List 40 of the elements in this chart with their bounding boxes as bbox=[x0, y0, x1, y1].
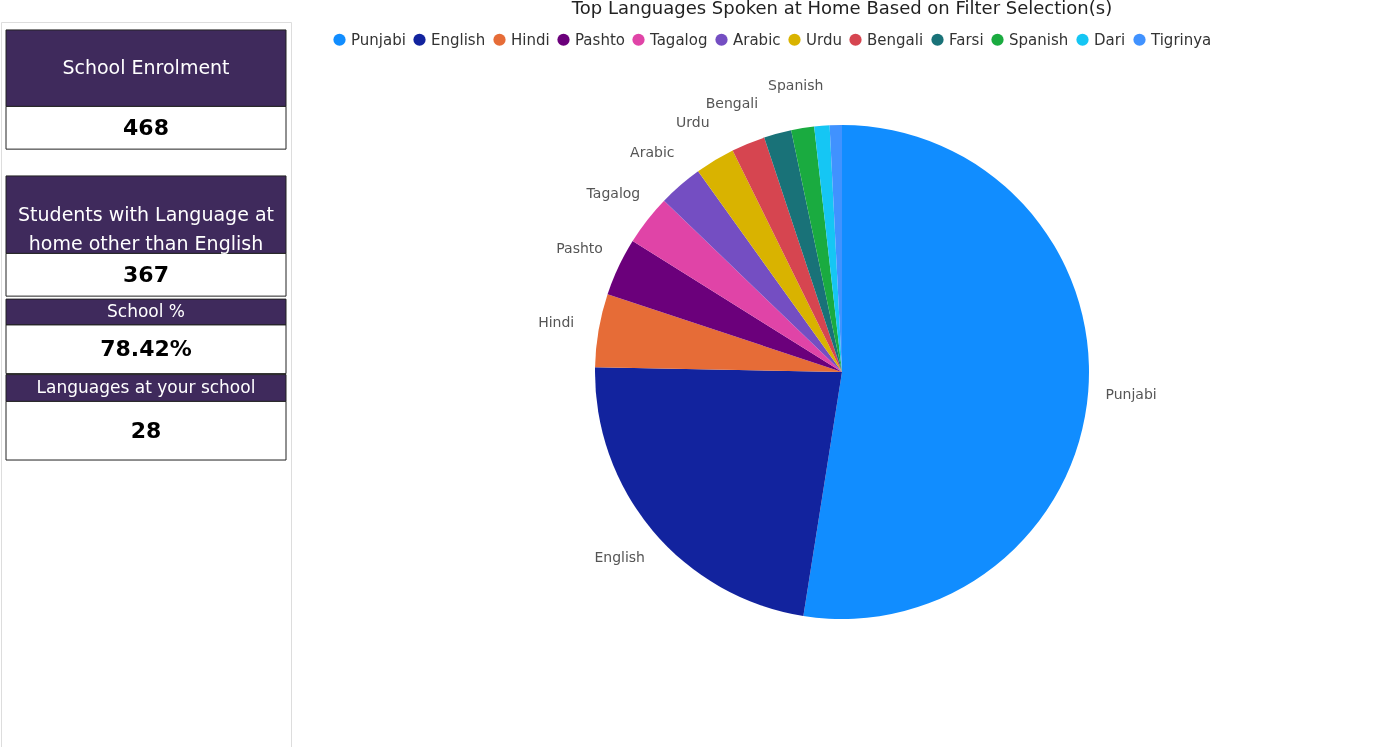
legend-label: Spanish bbox=[1009, 30, 1069, 49]
pie-slice bbox=[595, 367, 842, 616]
legend-label: Arabic bbox=[733, 30, 781, 49]
text: School Enrolment bbox=[62, 56, 230, 79]
text: 468 bbox=[123, 114, 169, 140]
slice-label: Spanish bbox=[768, 76, 824, 93]
text: Languages at your school bbox=[36, 377, 256, 398]
legend-label: Dari bbox=[1094, 30, 1126, 49]
legend-label: Tagalog bbox=[649, 30, 708, 49]
slice-label: Pashto bbox=[556, 239, 603, 256]
legend-label: Tigrinya bbox=[1150, 30, 1212, 49]
slice-label: Tagalog bbox=[585, 184, 641, 201]
slice-label: Urdu bbox=[676, 114, 710, 131]
pie-slice bbox=[595, 294, 842, 372]
legend-label: English bbox=[431, 30, 486, 49]
text: 28 bbox=[130, 417, 162, 443]
slice-label: Arabic bbox=[630, 143, 675, 160]
legend-label: Pashto bbox=[575, 30, 625, 49]
slice-label: Bengali bbox=[705, 94, 759, 111]
text: Students with Language at home other than English bbox=[18, 202, 274, 254]
text: 367 bbox=[123, 261, 169, 287]
legend-label: Punjabi bbox=[351, 30, 406, 49]
pie-slice bbox=[698, 150, 842, 372]
text: School % bbox=[107, 301, 185, 322]
slice-label: Hindi bbox=[538, 314, 575, 331]
pie-slice bbox=[764, 130, 842, 372]
pie-slice bbox=[791, 126, 842, 372]
slice-label: English bbox=[594, 549, 645, 566]
chart-title: Top Languages Spoken at Home Based on Filter Selection(s) bbox=[570, 0, 1113, 18]
pie-slice bbox=[632, 200, 842, 372]
pie-slice bbox=[607, 240, 842, 372]
text: 78.42% bbox=[100, 336, 192, 362]
pie-slice bbox=[732, 137, 842, 372]
pie-slice bbox=[664, 171, 842, 372]
legend-label: Bengali bbox=[867, 30, 924, 49]
legend-label: Farsi bbox=[949, 30, 984, 49]
legend-label: Urdu bbox=[806, 30, 842, 49]
pie-slice bbox=[803, 125, 1089, 619]
slice-label: Punjabi bbox=[1105, 385, 1157, 402]
legend-label: Hindi bbox=[511, 30, 550, 49]
